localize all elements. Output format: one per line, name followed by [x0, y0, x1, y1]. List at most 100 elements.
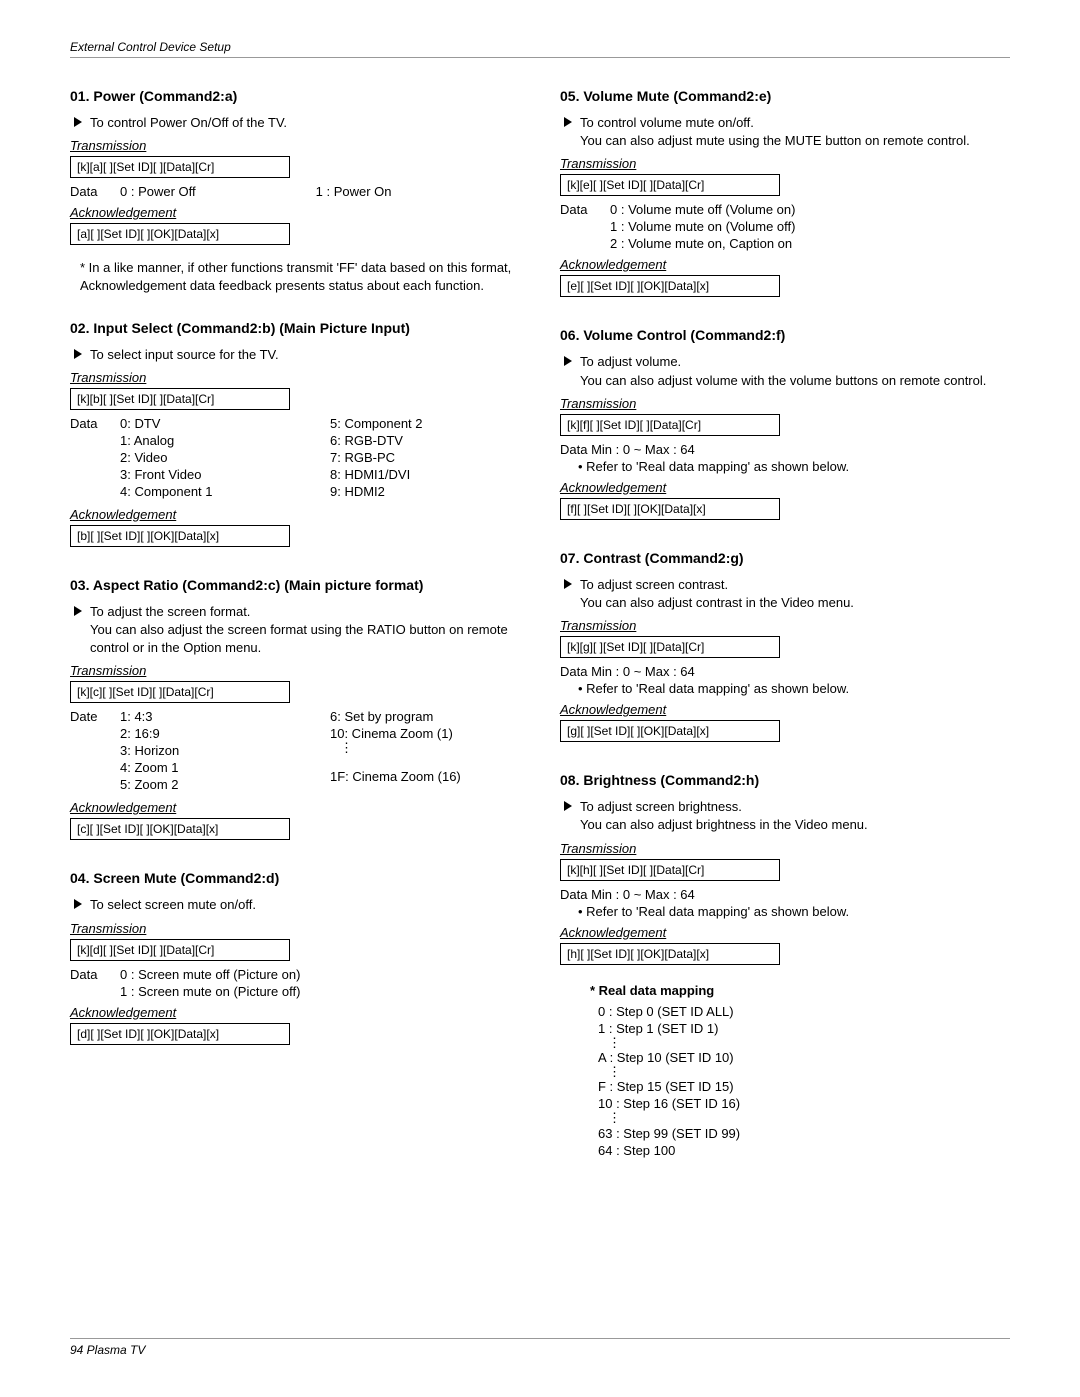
data-val: 1 : Volume mute on (Volume off): [610, 219, 795, 234]
vdots-icon: ⋮: [590, 1038, 1010, 1048]
data-row: Data 0 : Volume mute off (Volume on): [560, 202, 1010, 217]
data-row: 1 : Screen mute on (Picture off): [70, 984, 520, 999]
tx-code: [k][g][ ][Set ID][ ][Data][Cr]: [560, 636, 780, 658]
desc-text: To select screen mute on/off.: [90, 896, 520, 914]
data-val: 2 : Volume mute on, Caption on: [610, 236, 792, 251]
page-footer: 94 Plasma TV: [70, 1338, 1010, 1357]
tx-code: [k][c][ ][Set ID][ ][Data][Cr]: [70, 681, 290, 703]
data-item: 6: RGB-DTV: [330, 433, 520, 448]
ack-code: [a][ ][Set ID][ ][OK][Data][x]: [70, 223, 290, 245]
data-row: 1 : Volume mute on (Volume off): [560, 219, 1010, 234]
data-item: 9: HDMI2: [330, 484, 520, 499]
section-04-desc: To select screen mute on/off.: [70, 896, 520, 914]
triangle-icon: [564, 801, 572, 811]
data-val: 1 : Power On: [316, 184, 392, 199]
section-07-desc: To adjust screen contrast. You can also …: [560, 576, 1010, 612]
page-header: External Control Device Setup: [70, 40, 1010, 58]
data-row: Data 0: DTV 1: Analog 2: Video 3: Front …: [70, 416, 520, 501]
section-02-desc: To select input source for the TV.: [70, 346, 520, 364]
data-item: 2: Video: [120, 450, 310, 465]
data-row: Data 0 : Screen mute off (Picture on): [70, 967, 520, 982]
data-row: 2 : Volume mute on, Caption on: [560, 236, 1010, 251]
data-item: 4: Zoom 1: [120, 760, 310, 775]
data-label: Data: [70, 416, 120, 501]
triangle-icon: [74, 349, 82, 359]
desc-text: To control volume mute on/off. You can a…: [580, 114, 1010, 150]
desc-text: To select input source for the TV.: [90, 346, 520, 364]
section-08-desc: To adjust screen brightness. You can als…: [560, 798, 1010, 834]
section-01-note: * In a like manner, if other functions t…: [70, 259, 520, 295]
mapping-item: 10 : Step 16 (SET ID 16): [590, 1096, 1010, 1111]
ack-label: Acknowledgement: [70, 800, 520, 815]
data-val: 0 : Screen mute off (Picture on): [120, 967, 300, 982]
transmission-label: Transmission: [560, 618, 1010, 633]
data-item: 3: Horizon: [120, 743, 310, 758]
data-line: Data Min : 0 ~ Max : 64: [560, 664, 1010, 679]
desc-text: To control Power On/Off of the TV.: [90, 114, 520, 132]
data-item: [330, 752, 520, 767]
data-val: 0 : Power Off: [120, 184, 196, 199]
vdots-icon: ⋮: [590, 1113, 1010, 1123]
tx-code: [k][d][ ][Set ID][ ][Data][Cr]: [70, 939, 290, 961]
transmission-label: Transmission: [70, 921, 520, 936]
ack-label: Acknowledgement: [560, 480, 1010, 495]
mapping-title: Real data mapping: [590, 983, 1010, 998]
ack-label: Acknowledgement: [560, 702, 1010, 717]
data-line: Data Min : 0 ~ Max : 64: [560, 442, 1010, 457]
data-item: 1: 4:3: [120, 709, 310, 724]
data-line: Data Min : 0 ~ Max : 64: [560, 887, 1010, 902]
desc-text: To adjust screen brightness. You can als…: [580, 798, 1010, 834]
mapping-item: 64 : Step 100: [590, 1143, 1010, 1158]
tx-code: [k][h][ ][Set ID][ ][Data][Cr]: [560, 859, 780, 881]
data-item: 4: Component 1: [120, 484, 310, 499]
ack-label: Acknowledgement: [70, 205, 520, 220]
data-label: Date: [70, 709, 120, 794]
data-item: 10: Cinema Zoom (1): [330, 726, 520, 741]
transmission-label: Transmission: [560, 156, 1010, 171]
refer-note: Refer to 'Real data mapping' as shown be…: [560, 681, 1010, 696]
data-label: Data: [70, 967, 120, 982]
content-columns: 01. Power (Command2:a) To control Power …: [70, 88, 1010, 1160]
ack-label: Acknowledgement: [560, 925, 1010, 940]
tx-code: [k][a][ ][Set ID][ ][Data][Cr]: [70, 156, 290, 178]
desc-text: To adjust screen contrast. You can also …: [580, 576, 1010, 612]
left-column: 01. Power (Command2:a) To control Power …: [70, 88, 520, 1160]
mapping-item: 63 : Step 99 (SET ID 99): [590, 1126, 1010, 1141]
desc-text: To adjust the screen format. You can als…: [90, 603, 520, 658]
data-item: 1F: Cinema Zoom (16): [330, 769, 520, 784]
tx-code: [k][b][ ][Set ID][ ][Data][Cr]: [70, 388, 290, 410]
refer-note: Refer to 'Real data mapping' as shown be…: [560, 904, 1010, 919]
data-row: Date 1: 4:3 2: 16:9 3: Horizon 4: Zoom 1…: [70, 709, 520, 794]
data-val: 0 : Volume mute off (Volume on): [610, 202, 795, 217]
data-val: 1 : Screen mute on (Picture off): [120, 984, 300, 999]
section-01-desc: To control Power On/Off of the TV.: [70, 114, 520, 132]
data-item: 7: RGB-PC: [330, 450, 520, 465]
ack-code: [c][ ][Set ID][ ][OK][Data][x]: [70, 818, 290, 840]
mapping-item: F : Step 15 (SET ID 15): [590, 1079, 1010, 1094]
desc-text: To adjust volume. You can also adjust vo…: [580, 353, 1010, 389]
real-data-mapping: Real data mapping 0 : Step 0 (SET ID ALL…: [560, 983, 1010, 1158]
section-01-title: 01. Power (Command2:a): [70, 88, 520, 104]
transmission-label: Transmission: [70, 138, 520, 153]
section-07-title: 07. Contrast (Command2:g): [560, 550, 1010, 566]
data-label: Data: [560, 202, 610, 217]
transmission-label: Transmission: [560, 396, 1010, 411]
triangle-icon: [74, 606, 82, 616]
tx-code: [k][e][ ][Set ID][ ][Data][Cr]: [560, 174, 780, 196]
section-05-desc: To control volume mute on/off. You can a…: [560, 114, 1010, 150]
ack-code: [d][ ][Set ID][ ][OK][Data][x]: [70, 1023, 290, 1045]
triangle-icon: [74, 117, 82, 127]
triangle-icon: [564, 356, 572, 366]
mapping-item: 1 : Step 1 (SET ID 1): [590, 1021, 1010, 1036]
data-item: 8: HDMI1/DVI: [330, 467, 520, 482]
ack-code: [e][ ][Set ID][ ][OK][Data][x]: [560, 275, 780, 297]
ack-code: [f][ ][Set ID][ ][OK][Data][x]: [560, 498, 780, 520]
triangle-icon: [564, 117, 572, 127]
ack-code: [g][ ][Set ID][ ][OK][Data][x]: [560, 720, 780, 742]
data-row: Data 0 : Power Off 1 : Power On: [70, 184, 520, 199]
right-column: 05. Volume Mute (Command2:e) To control …: [560, 88, 1010, 1160]
section-04-title: 04. Screen Mute (Command2:d): [70, 870, 520, 886]
vdots-icon: ⋮: [590, 1067, 1010, 1077]
section-03-desc: To adjust the screen format. You can als…: [70, 603, 520, 658]
data-item: 1: Analog: [120, 433, 310, 448]
